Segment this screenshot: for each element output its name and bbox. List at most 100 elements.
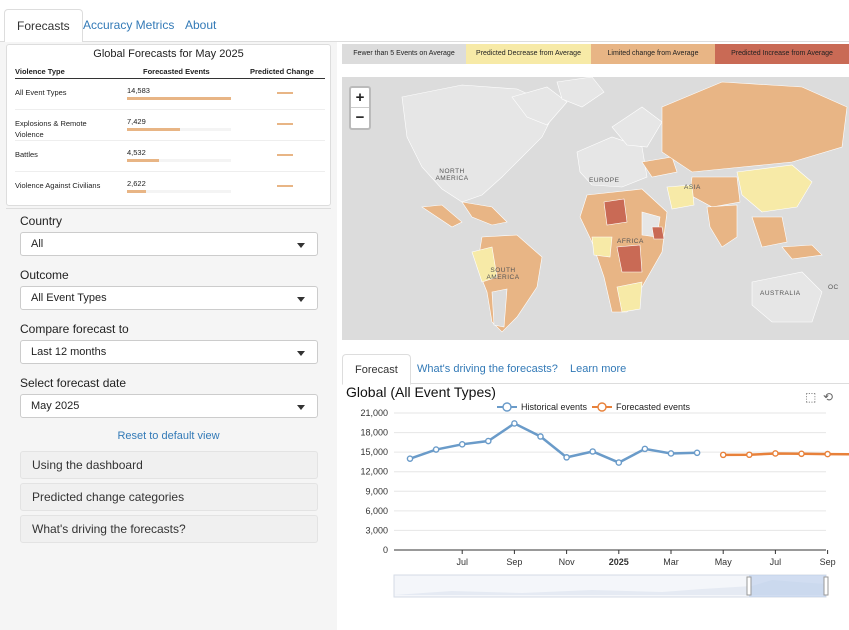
reset-link[interactable]: Reset to default view — [117, 430, 220, 442]
header-forecasted-events: Forecasted Events — [143, 67, 210, 76]
data-point — [798, 450, 805, 458]
change-indicator — [277, 123, 293, 125]
data-point — [432, 446, 440, 453]
data-point — [719, 451, 727, 459]
map-label-north-america: NORTH AMERICA — [435, 168, 469, 182]
outcome-label: Outcome — [20, 268, 69, 282]
date-select[interactable]: May 2025 — [20, 394, 318, 418]
row-bar — [127, 190, 146, 193]
row-type: All Event Types — [15, 88, 67, 97]
tab-accuracy-metrics[interactable]: Accuracy Metrics — [83, 18, 175, 32]
compare-select[interactable]: Last 12 months — [20, 340, 318, 364]
zoom-slider-preview — [394, 580, 826, 595]
compare-label: Compare forecast to — [20, 322, 129, 336]
x-tick-label: Jul — [770, 557, 782, 567]
data-point — [563, 454, 570, 461]
tab-drivers[interactable]: What's driving the forecasts? — [417, 363, 558, 375]
change-indicator — [277, 154, 293, 156]
country-select[interactable]: All — [20, 232, 318, 256]
data-point — [615, 459, 623, 466]
map-label-africa: AFRICA — [617, 238, 644, 245]
legend-increase: Predicted Increase from Average — [715, 44, 849, 64]
accordion-using-dashboard[interactable]: Using the dashboard — [20, 451, 318, 479]
y-tick-label: 18,000 — [360, 428, 388, 438]
table-row: Battles 4,532 — [15, 141, 325, 172]
data-point — [772, 450, 779, 457]
country-value: All — [31, 238, 44, 250]
table-row: Explosions & Remote Violence 7,429 — [15, 110, 325, 141]
y-tick-label: 6,000 — [365, 506, 388, 516]
data-point — [824, 450, 831, 458]
legend-limited-change: Limited change from Average — [591, 44, 715, 64]
chevron-down-icon — [297, 351, 305, 356]
x-tick-label: May — [715, 557, 733, 567]
legend-label: Forecasted events — [616, 402, 691, 412]
summary-header: Violence Type Forecasted Events Predicte… — [15, 63, 325, 79]
zoom-out-button[interactable]: − — [355, 109, 365, 126]
map-label-australia: AUSTRALIA — [760, 290, 801, 297]
outcome-select[interactable]: All Event Types — [20, 286, 318, 310]
accordion-change-categories[interactable]: Predicted change categories — [20, 483, 318, 511]
y-tick-label: 9,000 — [365, 486, 388, 496]
row-bar — [127, 128, 181, 131]
x-tick-label: Sep — [820, 557, 836, 567]
chevron-down-icon — [297, 297, 305, 302]
compare-value: Last 12 months — [31, 346, 107, 358]
tab-about[interactable]: About — [185, 18, 217, 32]
data-point — [537, 433, 544, 440]
row-bar — [127, 159, 160, 162]
chevron-down-icon — [297, 243, 305, 248]
summary-title: Global Forecasts for May 2025 — [93, 48, 244, 60]
map-label-south-america: SOUTH AMERICA — [486, 267, 520, 281]
x-tick-label: Sep — [506, 557, 522, 567]
zoom-in-button[interactable]: + — [351, 88, 369, 108]
accordion-drivers[interactable]: What's driving the forecasts? — [20, 515, 318, 543]
tab-learn-more[interactable]: Learn more — [570, 363, 627, 375]
legend-decrease: Predicted Decrease from Average — [466, 44, 591, 64]
row-bar-track — [127, 190, 231, 193]
outcome-value: All Event Types — [31, 292, 107, 304]
zoom-slider-handle — [823, 576, 829, 596]
row-bar-track — [127, 97, 231, 100]
tab-forecasts[interactable]: Forecasts — [4, 9, 83, 43]
data-point — [745, 451, 753, 459]
filter-panel: Country All Outcome All Event Types Comp… — [6, 208, 331, 630]
row-value: 14,583 — [127, 86, 150, 95]
header-predicted-change: Predicted Change — [250, 67, 314, 76]
chart-title: Global (All Event Types) — [346, 384, 496, 400]
zoom-reset-icon[interactable]: ⟲ — [823, 390, 834, 404]
tab-forecast[interactable]: Forecast — [342, 354, 411, 385]
legend-few-events: Fewer than 5 Events on Average — [342, 44, 466, 64]
data-point — [484, 437, 492, 445]
x-tick-label: Mar — [663, 557, 679, 567]
zoom-control: + − — [349, 86, 371, 130]
data-point — [641, 445, 649, 453]
zoom-select-icon[interactable]: ⬚ — [805, 390, 817, 404]
row-value: 7,429 — [127, 117, 146, 126]
y-tick-label: 0 — [383, 545, 388, 555]
legend-label: Historical events — [521, 402, 588, 412]
y-tick-label: 12,000 — [360, 467, 388, 477]
global-summary-card: Global Forecasts for May 2025 Violence T… — [6, 44, 331, 206]
data-point — [693, 449, 701, 457]
country-label: Country — [20, 214, 63, 228]
date-label: Select forecast date — [20, 376, 127, 390]
map-shapes — [401, 77, 848, 333]
header-violence-type: Violence Type — [15, 67, 65, 76]
legend-marker — [502, 402, 512, 412]
row-value: 4,532 — [127, 148, 146, 157]
forecast-line-chart[interactable]: 0 3,000 6,000 9,000 12,000 15,000 18,000 21,000… — [342, 384, 849, 630]
world-map[interactable]: + − NORTH AMERICA EUROPE ASIA AFRICA SOU… — [342, 77, 849, 340]
y-tick-label: 21,000 — [360, 408, 388, 418]
change-indicator — [277, 185, 293, 187]
map-legend: Fewer than 5 Events on Average Predicted… — [342, 44, 849, 64]
row-bar-track — [127, 128, 231, 131]
x-tick-label: Jul — [456, 557, 468, 567]
data-point — [667, 450, 675, 457]
x-tick-label: Nov — [559, 557, 576, 567]
summary-table: Violence Type Forecasted Events Predicte… — [15, 63, 325, 203]
data-point — [406, 455, 414, 462]
legend-marker — [597, 402, 607, 412]
y-tick-label: 15,000 — [360, 447, 388, 457]
row-type: Violence Against Civilians — [15, 181, 101, 190]
